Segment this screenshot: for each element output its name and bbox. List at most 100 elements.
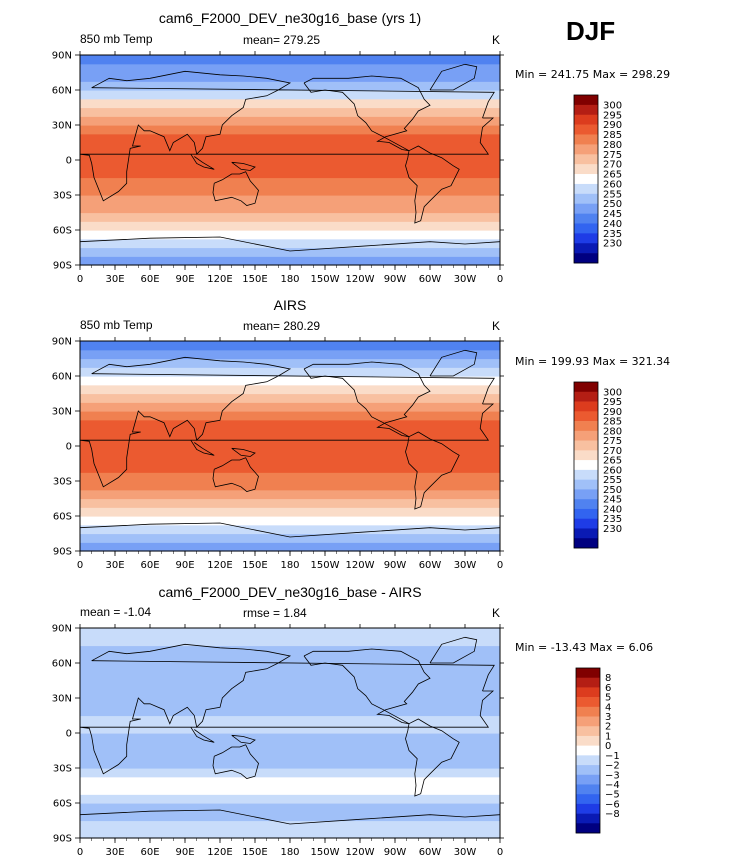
coastline	[405, 145, 460, 224]
map-band	[80, 393, 500, 403]
map-band	[80, 72, 500, 82]
map-band	[80, 358, 500, 368]
coastline	[190, 439, 215, 456]
colorbar-label: 265	[603, 170, 622, 181]
colorbar-label: 235	[603, 229, 622, 240]
x-tick-label: 120W	[346, 274, 375, 285]
colorbar-label: −3	[605, 770, 620, 781]
y-tick-label: 0	[66, 729, 72, 740]
y-tick-label: 60S	[53, 799, 72, 810]
x-tick-label: 60W	[419, 847, 442, 858]
map-band	[80, 759, 500, 769]
y-tick-label: 60N	[52, 372, 72, 383]
map-band	[80, 402, 500, 412]
y-tick-label: 60N	[52, 659, 72, 670]
colorbar-swatch	[574, 114, 598, 125]
map-band	[80, 367, 500, 377]
map-band	[80, 195, 500, 205]
x-tick-label: 180	[280, 847, 299, 858]
colorbar-label: 5	[605, 693, 611, 704]
colorbar-swatch	[574, 489, 598, 500]
x-tick-label: 90W	[384, 560, 407, 571]
map-field	[80, 55, 500, 266]
colorbar-label: 295	[603, 110, 622, 121]
panel-1-minmax: Min = 241.75 Max = 298.29	[515, 68, 671, 81]
x-tick-label: 0	[497, 847, 503, 858]
y-tick-label: 90S	[53, 547, 72, 558]
colorbar-swatch	[576, 687, 600, 698]
x-tick-label: 0	[77, 560, 83, 571]
panel-2-right-label: K	[492, 319, 501, 333]
x-tick-label: 90E	[175, 847, 194, 858]
colorbar-label: 275	[603, 436, 622, 447]
colorbar-swatch	[574, 164, 598, 175]
x-tick-label: 90W	[384, 847, 407, 858]
coastline	[231, 161, 256, 171]
map-band	[80, 203, 500, 214]
coastline	[79, 236, 501, 252]
map-field	[80, 341, 500, 552]
colorbar-swatch	[574, 243, 598, 254]
map-band	[80, 498, 500, 508]
colorbar-frame	[573, 381, 599, 549]
colorbar-label: 290	[603, 120, 622, 131]
colorbar-label: 285	[603, 417, 622, 428]
coastline	[79, 809, 501, 825]
colorbar-swatch	[574, 518, 598, 529]
colorbar-swatch	[576, 677, 600, 688]
map-band	[80, 230, 500, 240]
panel-3-left-label: mean = -1.04	[80, 605, 152, 619]
map-band	[80, 212, 500, 222]
colorbar-swatch	[574, 174, 598, 185]
map-band	[80, 454, 500, 465]
colorbar-swatch	[574, 134, 598, 145]
map-band	[80, 55, 500, 65]
map-band	[80, 376, 500, 386]
colorbar-swatch	[576, 794, 600, 805]
colorbar-swatch	[574, 499, 598, 510]
x-tick-label: 60E	[140, 847, 159, 858]
map-band	[80, 794, 500, 804]
colorbar-label: 280	[603, 140, 622, 151]
map-band	[80, 733, 500, 743]
map-band	[80, 820, 500, 830]
colorbar-frame	[575, 667, 601, 834]
season-label: DJF	[566, 16, 616, 46]
colorbar-label: 255	[603, 189, 622, 200]
x-tick-label: 150W	[311, 560, 340, 571]
colorbar-label: −1	[605, 751, 620, 762]
coastline	[212, 171, 259, 206]
colorbar-swatch	[574, 479, 598, 490]
map-band	[80, 411, 500, 421]
map-band	[80, 428, 500, 438]
colorbar-swatch	[574, 183, 598, 195]
colorbar-swatch	[574, 401, 598, 412]
colorbar-label: 250	[603, 199, 622, 210]
coastline	[79, 643, 495, 775]
panel-3-title: cam6_F2000_DEV_ne30g16_base - AIRS	[158, 584, 422, 600]
map-band	[80, 116, 500, 126]
panel-2-map: 0 30E 60E 90E 120E 150E 180 150W 120W 90W 60W 30W 09…	[52, 337, 504, 571]
map-band	[80, 698, 500, 708]
colorbar-label: 270	[603, 160, 622, 171]
colorbar-swatch	[574, 440, 598, 451]
x-tick-label: 30W	[454, 274, 477, 285]
x-tick-label: 0	[497, 274, 503, 285]
map-band	[80, 256, 500, 266]
map-band	[80, 706, 500, 717]
x-tick-label: 60E	[140, 274, 159, 285]
coastline	[429, 349, 478, 377]
x-tick-label: 120W	[346, 847, 375, 858]
colorbar-swatch	[574, 124, 598, 135]
y-tick-label: 90N	[52, 51, 72, 62]
map-band	[80, 680, 500, 690]
coastline	[190, 153, 215, 170]
colorbar-swatch	[574, 421, 598, 432]
colorbar-swatch	[576, 668, 600, 679]
coastline	[405, 718, 460, 797]
x-tick-label: 120E	[207, 274, 232, 285]
x-tick-label: 60W	[419, 560, 442, 571]
coastline	[231, 734, 256, 744]
map-band	[80, 741, 500, 752]
colorbar-label: 285	[603, 130, 622, 141]
